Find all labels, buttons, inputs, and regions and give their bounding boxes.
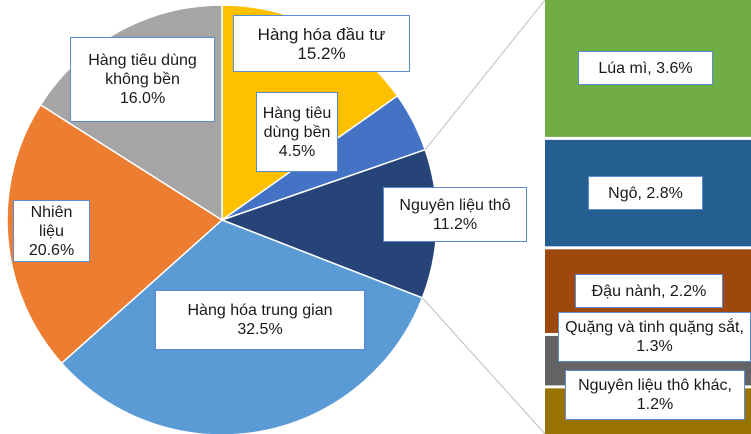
label-name: Nguyên liệu thô: [399, 196, 511, 214]
data-label: Hàng tiêu dùng bền 4.5%: [256, 92, 338, 172]
label-name: Hàng tiêu dùng bền: [262, 104, 332, 141]
label-name: Hàng hóa đầu tư: [257, 24, 386, 44]
data-label: Nhiên liệu 20.6%: [13, 200, 90, 262]
connector-line: [424, 0, 546, 151]
data-label: Đậu nành, 2.2%: [575, 274, 723, 309]
label-value: 16.0%: [119, 90, 166, 107]
data-label: Hàng hóa đầu tư 15.2%: [233, 15, 410, 72]
label-value: 4.5%: [278, 142, 316, 160]
label-value: 11.2%: [432, 215, 478, 233]
data-label: Hàng tiêu dùng không bền 16.0%: [70, 37, 215, 122]
data-label: Hàng hóa trung gian 32.5%: [155, 290, 365, 350]
label-name: Hàng tiêu dùng không bền: [88, 52, 197, 88]
data-label: Nguyên liệu thô khác, 1.2%: [565, 370, 745, 420]
label-value: 20.6%: [28, 241, 75, 259]
pie-slice: [6, 103, 224, 365]
label-value: 32.5%: [237, 321, 283, 338]
data-label: Ngô, 2.8%: [588, 176, 703, 211]
data-label: Lúa mì, 3.6%: [578, 51, 713, 86]
data-label: Quặng và tinh quặng sắt, 1.3%: [558, 312, 751, 362]
label-name: Nhiên liệu: [30, 203, 73, 240]
connector-line: [422, 297, 546, 434]
label-value: 15.2%: [297, 43, 346, 63]
data-label: Nguyên liệu thô 11.2%: [383, 187, 527, 242]
label-name: Hàng hóa trung gian: [187, 302, 333, 319]
